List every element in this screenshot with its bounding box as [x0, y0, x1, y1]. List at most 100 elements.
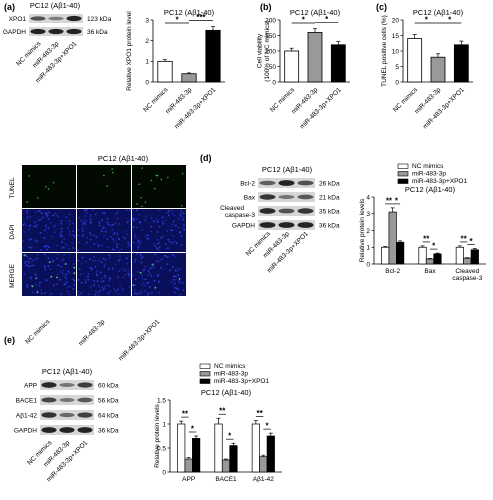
micrograph-cell: [35, 276, 38, 279]
micrograph-cell: [57, 216, 60, 218]
micrograph-cell: [63, 283, 66, 286]
micrograph-cell: [86, 236, 88, 239]
band-label-line-1: Cleaved: [220, 205, 244, 212]
micrograph-cell: [56, 257, 59, 260]
micrograph-cell: [168, 210, 171, 212]
micrograph-cell: [161, 216, 164, 219]
micrograph-cell: [173, 275, 175, 278]
micrograph-cell: [72, 247, 75, 249]
micrograph-cell: [127, 241, 130, 244]
micrograph-cell: [160, 236, 163, 239]
blot-d-band: [259, 180, 276, 186]
micro-group-label-xpo1: miR-483-3p+XPO1: [117, 318, 161, 362]
micrograph-cell: [94, 266, 97, 268]
micrograph-cell: [30, 258, 33, 260]
chart-c-y-tick-label: 5: [395, 64, 399, 71]
micrograph-cell: [97, 244, 100, 247]
micrograph-cell: [126, 262, 128, 265]
blot-e-membrane: [40, 380, 94, 390]
micrograph-cell: [39, 231, 42, 234]
micrograph-cell: [47, 211, 50, 214]
micrograph-cell: [77, 249, 80, 252]
micrograph-cell: [59, 235, 62, 238]
micrograph-cell: [81, 223, 84, 226]
micrograph-cell: [140, 283, 142, 286]
micrograph-cell: [71, 242, 74, 244]
row-label-merge: MERGE: [9, 263, 16, 288]
micrograph-cell: [143, 268, 146, 271]
micrograph-cell: [158, 209, 161, 212]
chart-e-significance-label: *: [266, 422, 270, 431]
micrograph-cell: [72, 288, 75, 290]
blot-d-band-label: GAPDH: [232, 222, 255, 229]
micrograph-cell: [145, 282, 148, 284]
micrograph-cell: [135, 218, 138, 221]
micrograph-cell: [40, 218, 42, 221]
micrograph-cell: [109, 256, 111, 259]
micrograph-cell: [63, 246, 65, 249]
micrograph-cell: [162, 235, 165, 238]
micrograph-cell: [124, 273, 127, 276]
micrograph-cell: [82, 256, 84, 259]
chart-c-significance-label: *: [448, 16, 452, 25]
micrograph-cell: [44, 269, 47, 271]
micrograph-cell: [145, 237, 148, 240]
micrograph-cell: [50, 275, 53, 278]
micrograph-cell: [56, 276, 58, 279]
micrograph-cell: [107, 223, 110, 226]
micrograph-cell: [56, 214, 58, 217]
chart-e-y-tick-label: 0: [162, 469, 166, 476]
micrograph-cell: [147, 274, 150, 276]
micrograph-cell: [52, 284, 55, 287]
chart-b-y-label: Cell viability(100% of NC mimics): [257, 20, 272, 81]
micrograph-cell: [68, 213, 71, 216]
x-label-line-2: caspase-3: [452, 275, 482, 282]
micrograph-cell: [34, 239, 36, 242]
chart-a-bar: [205, 29, 221, 83]
micrograph-cell: [40, 249, 42, 252]
micrograph-cell: [107, 292, 110, 295]
micrograph-cell: [117, 276, 120, 278]
micrograph-cell: [177, 274, 180, 277]
micrograph-cell: [99, 271, 102, 274]
micrograph-cell: [120, 248, 123, 251]
micrograph-tile-2-3: [132, 209, 186, 252]
micrograph-cell: [141, 277, 144, 280]
micrograph-cell: [24, 224, 27, 227]
micrograph-cell: [109, 224, 112, 227]
micrograph-cell: [67, 227, 69, 230]
micrograph-cell: [156, 238, 159, 241]
blot-d-band: [297, 194, 314, 200]
micrograph-cell: [112, 233, 115, 236]
micrograph-cell: [93, 243, 96, 245]
micrograph-cell: [137, 239, 140, 241]
micrograph-cell: [34, 211, 37, 214]
micrograph-cell: [164, 219, 167, 222]
micrograph-cell: [167, 211, 169, 214]
micrograph-cell: [158, 260, 161, 262]
micrograph-cell: [25, 260, 27, 263]
micrograph-cell: [65, 281, 68, 284]
micrograph-cell: [142, 282, 145, 284]
micrograph-cell: [92, 284, 95, 286]
chart-d-title: PC12 (Aβ1-40): [405, 185, 456, 194]
micrograph-cell: [134, 236, 137, 239]
micrograph-cell: [108, 277, 111, 279]
micrograph-cell: [49, 293, 52, 295]
micrograph-cell: [60, 293, 63, 295]
micrograph-cell: [112, 248, 114, 251]
micro-group-label-mir: miR-483-3p: [77, 318, 106, 347]
blot-d-band: [259, 222, 276, 228]
micrograph-cell: [129, 209, 131, 212]
chart-e-bar: [259, 456, 268, 473]
micrograph-cell: [143, 284, 146, 287]
micrograph-cell: [34, 272, 37, 275]
micrograph-cell: [150, 225, 153, 228]
micrograph-cell: [26, 211, 29, 214]
micrograph-cell: [135, 293, 138, 296]
micrograph-cell: [101, 286, 103, 289]
chart-a-y-tick-label: 3: [145, 17, 149, 24]
micrograph-cell: [140, 257, 143, 259]
chart-d-bar: [463, 257, 472, 265]
chart-d-x-tick-label: Bax: [424, 268, 436, 275]
